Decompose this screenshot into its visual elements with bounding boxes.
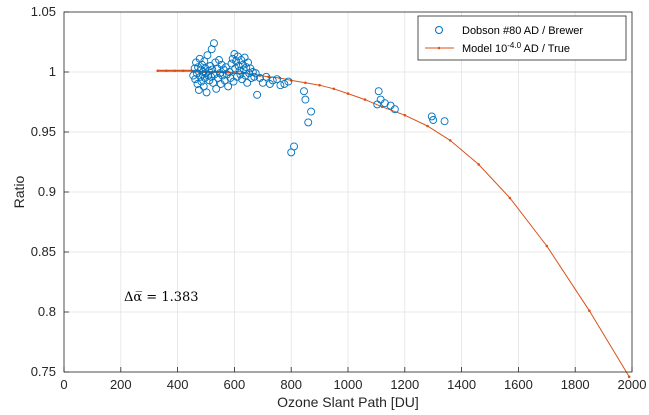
legend-label-model: Model 10-4.0 AD / True	[462, 41, 570, 55]
annotation: Δα̅ = 1.383	[124, 290, 199, 305]
model-point	[332, 87, 336, 91]
model-point	[363, 98, 367, 101]
x-tick-label: 2000	[618, 377, 647, 392]
dobson-point	[300, 87, 308, 96]
legend-marker-dobson	[435, 26, 443, 34]
y-tick-label: 0.95	[31, 124, 56, 139]
y-tick-label: 1	[49, 64, 56, 79]
model-point	[173, 69, 177, 73]
model-point	[545, 244, 549, 248]
model-point	[304, 81, 307, 85]
model-point	[403, 113, 407, 117]
dobson-point	[256, 74, 264, 82]
model-point	[508, 196, 512, 200]
model-point	[588, 309, 591, 313]
dobson-point	[194, 63, 202, 72]
dobson-point	[235, 66, 244, 75]
dobson-point	[290, 142, 298, 151]
dobson-point	[202, 88, 211, 97]
dobson-point	[427, 112, 436, 121]
model-point	[267, 75, 270, 79]
x-tick-label: 0	[60, 377, 67, 392]
dobson-point	[225, 68, 234, 76]
dobson-point	[374, 87, 383, 96]
series-layer	[156, 39, 631, 379]
x-tick-label: 200	[110, 377, 132, 392]
legend-label-dobson: Dobson #80 AD / Brewer	[462, 25, 583, 37]
x-tick-label: 400	[167, 377, 189, 392]
dobson-point	[218, 71, 227, 80]
dobson-point	[390, 105, 399, 114]
x-tick-label: 800	[280, 377, 302, 392]
ticks: 0 200 400 600 800 1000 1200 1400 1600 1800 2000 0.7…	[31, 4, 647, 392]
y-tick-label: 0.9	[38, 184, 56, 199]
dobson-point	[224, 82, 233, 91]
x-tick-label: 1400	[447, 377, 476, 392]
dobson-point	[304, 118, 313, 127]
dobson-point	[203, 51, 212, 60]
model-point	[627, 375, 631, 379]
dobson-point	[212, 84, 221, 93]
dobson-point	[284, 77, 293, 86]
model-point	[346, 92, 350, 95]
legend: Dobson #80 AD / Brewer Model 10-4.0 AD /…	[417, 15, 627, 61]
dobson-point	[276, 81, 285, 90]
dobson-point	[268, 76, 277, 85]
dobson-point	[215, 56, 224, 64]
dobson-point	[273, 75, 281, 84]
x-tick-label: 1800	[561, 377, 590, 392]
dobson-point	[232, 57, 241, 66]
y-tick-label: 0.85	[31, 244, 56, 259]
y-tick-label: 0.8	[38, 304, 56, 319]
x-tick-label: 1000	[334, 377, 363, 392]
dobson-point	[190, 64, 199, 73]
model-point	[156, 69, 160, 73]
dobson-point	[262, 72, 271, 81]
legend-box	[417, 15, 627, 61]
dobson-point	[209, 78, 218, 87]
dobson-point	[250, 72, 259, 81]
x-axis-label: Ozone Slant Path [DU]	[277, 394, 419, 410]
dobson-point	[307, 107, 316, 116]
y-tick-label: 1.05	[31, 4, 56, 19]
dobson-point	[208, 65, 217, 74]
dobson-point	[217, 60, 226, 69]
model-point	[164, 69, 168, 73]
model-point	[477, 163, 480, 166]
y-axis-label: Ratio	[11, 175, 27, 208]
dobson-point	[251, 69, 260, 78]
x-tick-label: 600	[224, 377, 246, 392]
model-point	[448, 139, 452, 142]
model-point	[426, 124, 429, 128]
y-tick-label: 0.75	[31, 364, 56, 379]
dobson-point	[210, 39, 218, 48]
model-point	[181, 69, 185, 73]
dobson-point	[243, 78, 252, 87]
legend-marker-model	[437, 46, 441, 50]
x-tick-label: 1200	[390, 377, 419, 392]
model-point	[318, 83, 321, 87]
dobson-point	[280, 80, 289, 88]
dobson-point	[429, 116, 438, 124]
dobson-point	[253, 90, 262, 99]
x-tick-label: 1600	[504, 377, 533, 392]
dobson-point	[440, 117, 449, 126]
dobson-point	[301, 95, 310, 104]
